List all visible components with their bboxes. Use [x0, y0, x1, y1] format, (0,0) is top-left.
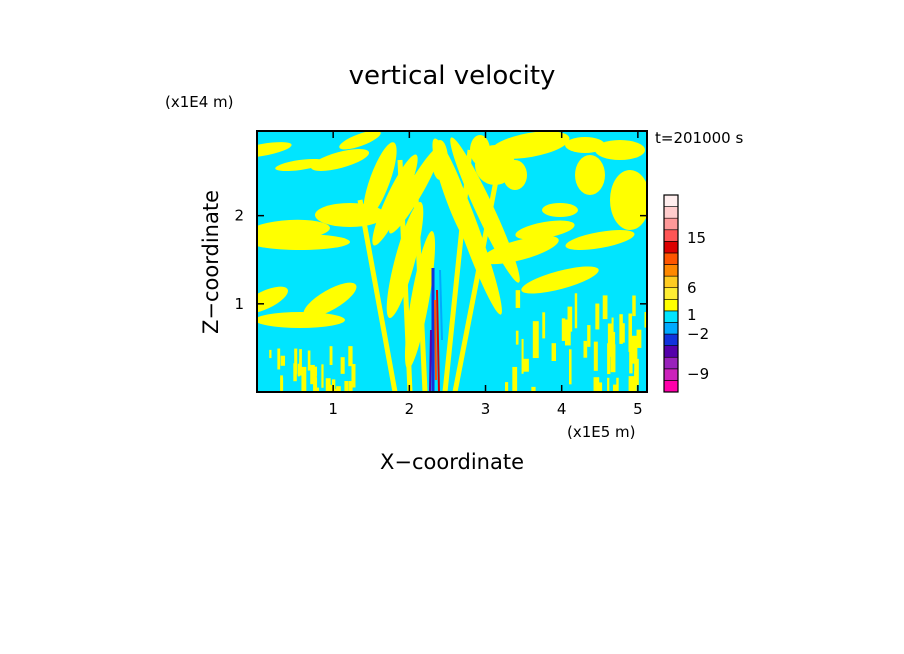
colorbar-swatch [663, 380, 679, 393]
colorbar-swatch [663, 322, 679, 335]
colorbar-label: −2 [687, 325, 709, 343]
x-axis: 1 2 3 4 5 [328, 131, 643, 418]
x-tick-label: 1 [328, 400, 338, 418]
y-tick-label: 2 [234, 207, 244, 225]
colorbar [663, 194, 679, 393]
colorbar-swatch [663, 298, 679, 312]
colorbar-swatch [663, 345, 679, 358]
colorbar-swatch [663, 310, 679, 323]
colorbar-swatch [663, 356, 679, 370]
colorbar-swatch [663, 206, 679, 219]
colorbar-swatch [663, 194, 679, 207]
colorbar-label: 6 [687, 279, 697, 297]
y-tick-label: 1 [234, 295, 244, 313]
x-tick-label: 3 [481, 400, 491, 418]
x-tick-label: 2 [405, 400, 415, 418]
colorbar-swatch [663, 333, 679, 346]
time-label: t=201000 s [655, 129, 743, 147]
plot-area [256, 130, 648, 393]
field-positive-regions [257, 131, 647, 392]
colorbar-labels: 15 6 1−2 −9 [687, 229, 709, 383]
colorbar-swatch [663, 264, 679, 277]
x-tick-label: 5 [633, 400, 643, 418]
y-axis: 12 [234, 207, 647, 313]
x-axis-label: X−coordinate [380, 450, 524, 474]
y-unit-label: (x1E4 m) [165, 93, 234, 111]
strong-updraft-core [429, 268, 443, 392]
colorbar-label: 15 [687, 229, 706, 247]
colorbar-swatch [663, 241, 679, 254]
colorbar-swatch [663, 368, 679, 381]
y-axis-label: Z−coordinate [199, 190, 223, 334]
plot-frame [256, 130, 648, 393]
colorbar-swatch [663, 287, 679, 300]
colorbar-swatch [663, 275, 679, 289]
colorbar-label: 1 [687, 306, 697, 324]
colorbar-swatch [663, 252, 679, 265]
x-tick-label: 4 [557, 400, 567, 418]
colorbar-swatch [663, 229, 679, 242]
colorbar-swatch [663, 217, 679, 231]
x-unit-label: (x1E5 m) [567, 423, 636, 441]
colorbar-label: −9 [687, 365, 709, 383]
chart-title: vertical velocity [349, 61, 556, 91]
